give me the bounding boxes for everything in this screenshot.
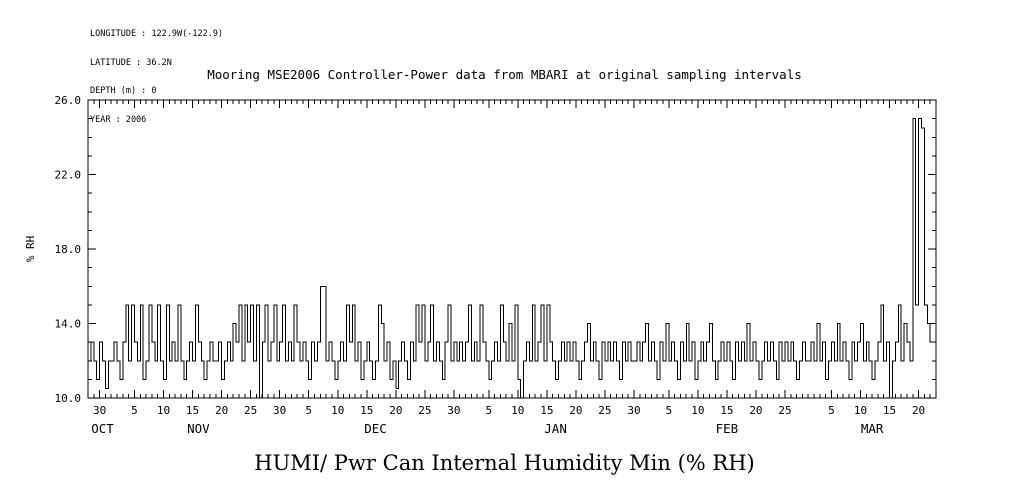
x-tick-label: 10 bbox=[691, 404, 704, 417]
y-tick-label: 10.0 bbox=[55, 392, 82, 405]
humidity-series-line bbox=[88, 118, 936, 399]
x-tick-label: 5 bbox=[485, 404, 492, 417]
x-tick-label: 30 bbox=[273, 404, 286, 417]
meta-year: YEAR : 2006 bbox=[90, 114, 147, 125]
x-tick-label: 25 bbox=[598, 404, 611, 417]
meta-depth: DEPTH (m) : 0 bbox=[90, 86, 157, 96]
month-label: MAR bbox=[861, 421, 884, 436]
x-tick-label: 20 bbox=[215, 404, 228, 417]
x-tick-label: 15 bbox=[360, 404, 373, 417]
y-tick-label: 26.0 bbox=[55, 94, 82, 107]
month-label: DEC bbox=[364, 421, 387, 436]
x-tick-label: 30 bbox=[93, 404, 106, 417]
y-tick-label: 18.0 bbox=[55, 243, 82, 256]
x-tick-label: 25 bbox=[778, 404, 791, 417]
x-tick-label: 5 bbox=[666, 404, 673, 417]
month-label: FEB bbox=[716, 421, 739, 436]
x-tick-label: 20 bbox=[912, 404, 925, 417]
y-tick-label: 14.0 bbox=[55, 318, 82, 331]
x-tick-label: 25 bbox=[244, 404, 257, 417]
x-axis-title: HUMI/ Pwr Can Internal Humidity Min (% R… bbox=[254, 451, 755, 475]
month-label: OCT bbox=[91, 421, 114, 436]
x-tick-label: 5 bbox=[305, 404, 312, 417]
x-tick-label: 10 bbox=[854, 404, 867, 417]
chart-title: Mooring MSE2006 Controller-Power data fr… bbox=[207, 67, 802, 82]
header-info: LONGITUDE : 122.9W(-122.9) LATITUDE : 36… bbox=[90, 11, 223, 144]
month-label: NOV bbox=[187, 421, 210, 436]
x-tick-label: 10 bbox=[331, 404, 344, 417]
x-tick-label: 15 bbox=[883, 404, 896, 417]
y-tick-label: 22.0 bbox=[55, 169, 82, 182]
x-tick-label: 20 bbox=[749, 404, 762, 417]
x-tick-label: 15 bbox=[540, 404, 553, 417]
x-tick-label: 25 bbox=[418, 404, 431, 417]
x-tick-label: 10 bbox=[157, 404, 170, 417]
x-tick-label: 5 bbox=[131, 404, 138, 417]
x-tick-label: 30 bbox=[627, 404, 640, 417]
meta-longitude: LONGITUDE : 122.9W(-122.9) bbox=[90, 29, 224, 39]
x-tick-label: 20 bbox=[569, 404, 582, 417]
x-tick-label: 15 bbox=[720, 404, 733, 417]
x-tick-label: 10 bbox=[511, 404, 524, 417]
y-axis-label: % RH bbox=[24, 236, 37, 263]
meta-latitude: LATITUDE : 36.2N bbox=[90, 57, 172, 68]
x-tick-label: 30 bbox=[447, 404, 460, 417]
month-label: JAN bbox=[544, 421, 567, 436]
x-tick-label: 20 bbox=[389, 404, 402, 417]
x-tick-label: 5 bbox=[828, 404, 835, 417]
x-tick-label: 15 bbox=[186, 404, 199, 417]
